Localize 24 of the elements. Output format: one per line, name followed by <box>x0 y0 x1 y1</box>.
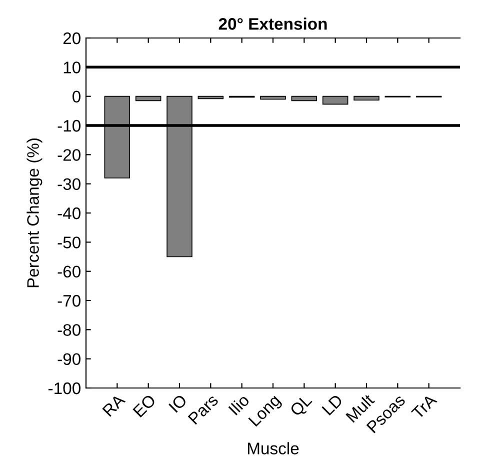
x-tick-label: Ilio <box>228 393 250 416</box>
y-tick-label: 10 <box>64 62 80 74</box>
y-tick-label: -60 <box>58 266 80 278</box>
x-tick-label: QL <box>289 394 315 419</box>
y-axis-title: Percent Change (%) <box>26 138 42 288</box>
y-tick-label: -50 <box>58 236 80 248</box>
y-tick-label: -20 <box>58 149 80 161</box>
y-tick-label: 0 <box>72 90 80 103</box>
y-tick-label: -30 <box>58 178 80 190</box>
y-tick-label: -100 <box>48 382 80 394</box>
y-tick-label: -70 <box>58 294 80 307</box>
y-tick-label: 20 <box>63 32 80 44</box>
x-axis-title: Muscle <box>248 442 299 454</box>
x-tick-label: EO <box>132 394 156 418</box>
x-tick-label: Pars <box>188 394 219 425</box>
x-tick-label: LD <box>322 394 344 416</box>
x-tick-label: IO <box>168 394 188 413</box>
y-tick-label: -10 <box>58 120 80 132</box>
y-tick-label: -40 <box>58 207 80 220</box>
x-tick-label: TrA <box>410 393 438 420</box>
y-tick-label: -90 <box>58 353 80 366</box>
chart-title: 20° Extension <box>218 18 327 30</box>
y-tick-label: -80 <box>58 324 80 336</box>
x-tick-label: RA <box>102 393 126 417</box>
